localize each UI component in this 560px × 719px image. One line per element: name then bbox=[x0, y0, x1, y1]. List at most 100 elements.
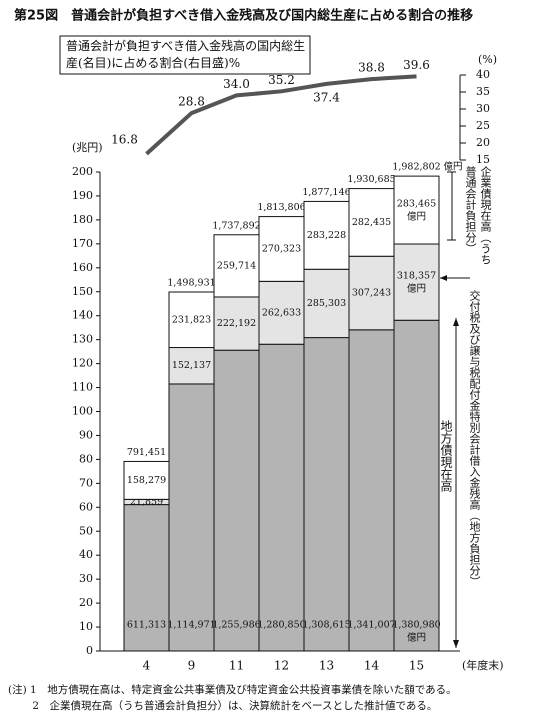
x-tick-label: 13 bbox=[319, 659, 334, 673]
legend-label: 企業債現在高（うち普通会計負担分） bbox=[464, 166, 492, 265]
y-tick-label: 150 bbox=[72, 285, 93, 298]
line-label: 16.8 bbox=[111, 132, 138, 146]
x-tick-label: 4 bbox=[143, 659, 151, 673]
x-tick-label: 9 bbox=[188, 659, 196, 673]
bar-segment bbox=[393, 243, 440, 321]
line-label: 39.6 bbox=[403, 58, 430, 72]
bar-segment bbox=[348, 255, 395, 331]
line-label: 35.2 bbox=[268, 73, 295, 87]
arrow-head bbox=[440, 275, 447, 281]
y-tick-label: 160 bbox=[72, 261, 93, 274]
total-label: 1,930,685 bbox=[347, 174, 395, 185]
y-tick-label: 110 bbox=[72, 381, 93, 394]
data-label: 318,357 bbox=[397, 271, 436, 282]
y-tick-label: 40 bbox=[79, 548, 93, 561]
y-tick-label: 50 bbox=[79, 524, 93, 537]
data-label: 307,243 bbox=[352, 288, 391, 299]
note: 2 企業債現在高（うち普通会計負担分）は、決算統計をベースとした推計値である。 bbox=[8, 699, 437, 712]
bar-segment bbox=[168, 383, 215, 652]
y2-tick-label: 30 bbox=[476, 102, 490, 115]
data-label: 21,859 bbox=[130, 496, 163, 507]
x-tick-label: 15 bbox=[409, 659, 424, 673]
y-tick-label: 120 bbox=[72, 357, 93, 370]
bar-segment bbox=[303, 337, 350, 652]
ratio-line bbox=[145, 74, 417, 156]
y-tick-label: 100 bbox=[72, 405, 93, 418]
total-label: 791,451 bbox=[127, 447, 166, 458]
bar-segment bbox=[123, 460, 170, 500]
legend-text: 普通会計が負担すべき借入金残高の国内総生産(名目)に占める割合(右目盛)% bbox=[66, 39, 306, 70]
unit-label: 億円 bbox=[444, 161, 463, 173]
data-label: 1,255,986 bbox=[212, 620, 260, 631]
y-tick-label: 10 bbox=[79, 620, 93, 633]
total-label: 1,498,931 bbox=[167, 278, 215, 289]
y-tick-label: 90 bbox=[79, 428, 93, 441]
line-label: 38.8 bbox=[358, 61, 385, 75]
line-label: 37.4 bbox=[313, 90, 340, 104]
y2-tick-label: 35 bbox=[476, 85, 490, 98]
y-tick-label: 20 bbox=[79, 596, 93, 609]
y-tick-label: 200 bbox=[72, 165, 93, 178]
data-label: 262,633 bbox=[262, 307, 301, 318]
legend-label: 地方債現在高 bbox=[439, 420, 453, 492]
y-tick-label: 60 bbox=[79, 500, 93, 513]
data-label: 158,279 bbox=[127, 475, 166, 486]
y2-tick-label: 20 bbox=[476, 136, 490, 149]
x-tick-label: 12 bbox=[274, 659, 289, 673]
x-axis-label: (年度末) bbox=[462, 658, 504, 672]
bar-segment bbox=[258, 216, 305, 282]
y-axis-label: (兆円) bbox=[72, 141, 103, 154]
y-tick-label: 130 bbox=[72, 333, 93, 346]
unit-label: 億円 bbox=[407, 283, 426, 295]
data-label: 231,823 bbox=[172, 314, 211, 325]
data-label: 283,465 bbox=[397, 199, 436, 210]
bar-segment bbox=[168, 347, 215, 385]
y2-axis-label: (%) bbox=[478, 53, 497, 66]
chart-title: 第25図 普通会計が負担すべき借入金残高及び国内総生産に占める割合の推移 bbox=[14, 8, 473, 24]
data-label: 152,137 bbox=[172, 360, 211, 371]
bar-segment bbox=[348, 188, 395, 257]
bar-segment bbox=[348, 329, 395, 652]
total-label: 1,737,892 bbox=[212, 220, 260, 231]
unit-label: 億円 bbox=[407, 632, 426, 644]
data-label: 222,192 bbox=[217, 318, 256, 329]
arrow-head bbox=[453, 318, 459, 326]
total-label: 1,813,806 bbox=[257, 202, 305, 213]
data-label: 282,435 bbox=[352, 217, 391, 228]
y-tick-label: 140 bbox=[72, 309, 93, 322]
bar-segment bbox=[168, 291, 215, 349]
line-label: 34.0 bbox=[223, 77, 250, 91]
legend-label: 交付税及び譲与税配付金特別会計借入金残高（地方負担分） bbox=[468, 290, 481, 587]
y-tick-label: 0 bbox=[86, 644, 93, 657]
data-label: 611,313 bbox=[127, 620, 166, 631]
total-label: 1,982,802 bbox=[392, 162, 440, 173]
data-label: 270,323 bbox=[262, 243, 301, 254]
x-tick-label: 14 bbox=[364, 659, 380, 673]
y-tick-label: 30 bbox=[79, 572, 93, 585]
y-tick-label: 170 bbox=[72, 237, 93, 250]
data-label: 259,714 bbox=[217, 260, 256, 271]
data-label: 285,303 bbox=[307, 298, 346, 309]
data-label: 1,380,980 bbox=[392, 620, 440, 631]
bar-segment bbox=[393, 319, 440, 652]
bar-segment bbox=[258, 343, 305, 652]
data-label: 283,228 bbox=[307, 230, 346, 241]
data-label: 1,308,615 bbox=[302, 620, 350, 631]
data-label: 1,341,007 bbox=[347, 620, 395, 631]
x-tick-label: 11 bbox=[229, 659, 244, 673]
bar-segment bbox=[213, 234, 260, 298]
total-label: 1,877,146 bbox=[302, 187, 350, 198]
y2-tick-label: 15 bbox=[476, 153, 490, 166]
bar-segment bbox=[393, 175, 440, 245]
data-label: 1,280,850 bbox=[257, 620, 305, 631]
line-label: 28.8 bbox=[178, 95, 205, 109]
y2-tick-label: 40 bbox=[476, 68, 490, 81]
unit-label: 億円 bbox=[407, 211, 426, 223]
y-tick-label: 70 bbox=[79, 476, 93, 489]
y-tick-label: 80 bbox=[79, 452, 93, 465]
data-label: 1,114,971 bbox=[167, 620, 215, 631]
bar-segment bbox=[213, 349, 260, 652]
note: (注) 1 地方債現在高は、特定資金公共事業債及び特定資金公共投資事業債を除いた… bbox=[8, 683, 457, 696]
